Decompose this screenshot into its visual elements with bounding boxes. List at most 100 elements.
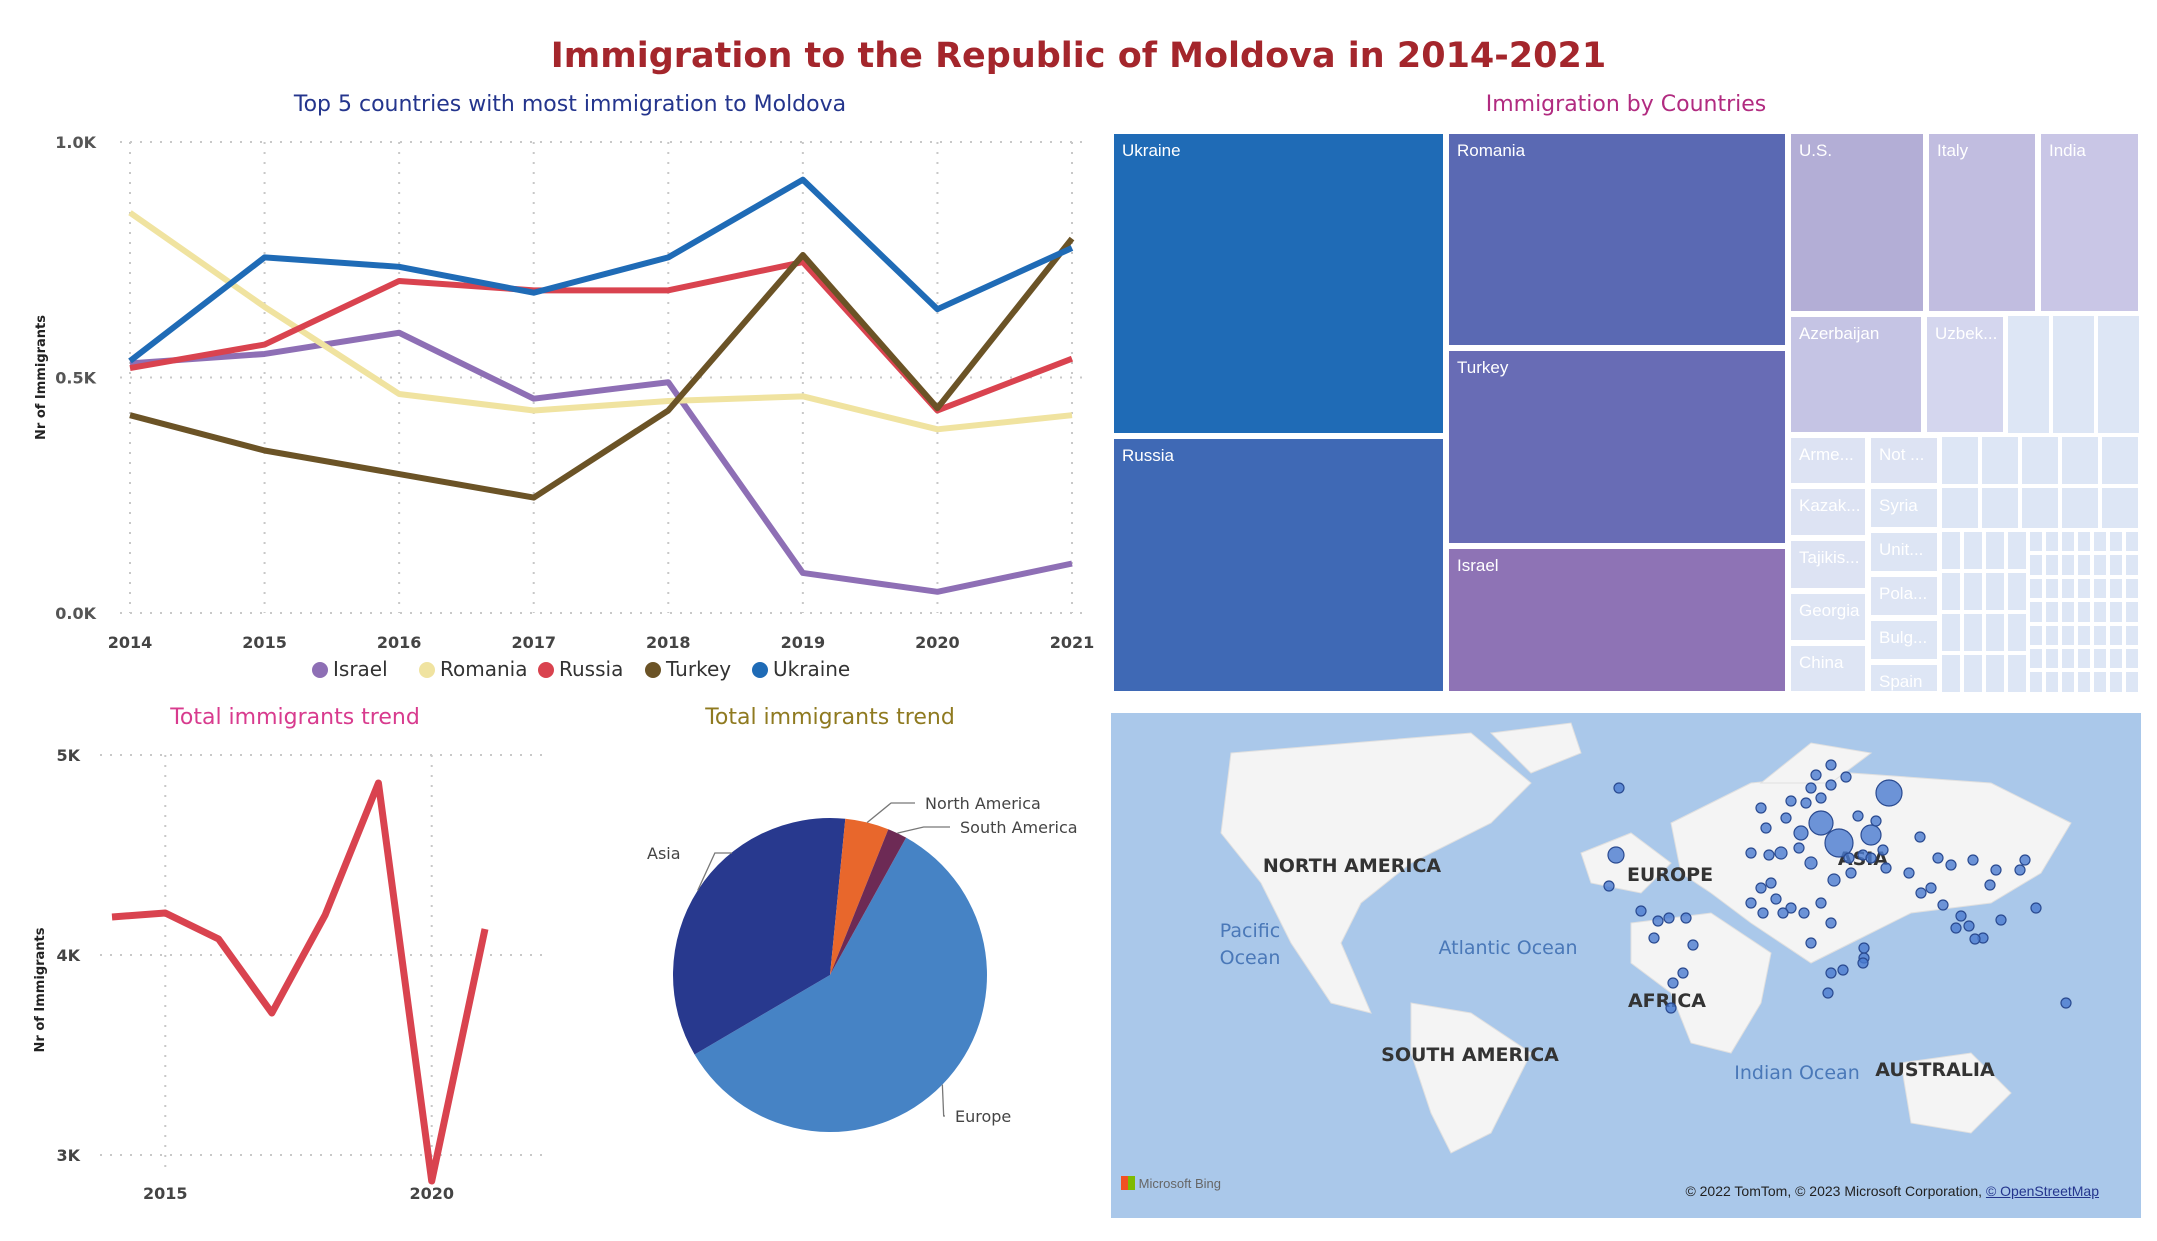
treemap-small-tile[interactable] [2028,670,2044,694]
treemap-small-tile[interactable] [2044,647,2060,671]
treemap-small-tile[interactable] [2020,486,2060,530]
treemap-tile[interactable]: China [1788,643,1868,694]
treemap-small-tile[interactable] [2076,530,2092,554]
treemap-small-tile[interactable] [2006,653,2028,694]
treemap-small-tile[interactable] [2044,600,2060,624]
treemap-small-tile[interactable] [1984,571,2006,612]
treemap-small-tile[interactable] [2076,670,2092,694]
treemap-small-tile[interactable] [2060,435,2100,486]
treemap-small-tile[interactable] [2076,623,2092,647]
treemap-small-tile[interactable] [2076,600,2092,624]
treemap-small-tile[interactable] [1962,571,1984,612]
treemap-small-tile[interactable] [2051,314,2096,435]
treemap-tile[interactable]: Bulg... [1868,618,1940,662]
treemap-small-tile[interactable] [2108,647,2124,671]
treemap-small-tile[interactable] [2108,576,2124,601]
treemap-tile[interactable]: Uzbek... [1924,314,2006,435]
treemap-tile[interactable]: Georgia [1788,591,1868,643]
treemap-small-tile[interactable] [2060,647,2076,671]
treemap-small-tile[interactable] [2060,670,2076,694]
treemap-small-tile[interactable] [2124,647,2140,671]
treemap-small-tile[interactable] [2020,435,2060,486]
treemap-small-tile[interactable] [2044,576,2060,601]
treemap-small-tile[interactable] [1980,486,2020,530]
treemap-small-tile[interactable] [2028,553,2044,577]
treemap-small-tile[interactable] [2124,530,2140,554]
treemap-small-tile[interactable] [1940,653,1962,694]
treemap-small-tile[interactable] [1984,612,2006,653]
treemap-small-tile[interactable] [2028,600,2044,624]
treemap-small-tile[interactable] [2060,553,2076,577]
treemap-small-tile[interactable] [2108,530,2124,554]
treemap-small-tile[interactable] [2060,530,2076,554]
treemap-small-tile[interactable] [2028,530,2044,554]
treemap-small-tile[interactable] [2108,600,2124,624]
treemap-small-tile[interactable] [1940,486,1980,530]
treemap-small-tile[interactable] [2060,486,2100,530]
treemap-tile[interactable]: Turkey [1446,348,1788,546]
treemap-small-tile[interactable] [2006,530,2028,571]
treemap-tile[interactable]: Not ... [1868,435,1940,486]
treemap-tile[interactable]: Romania [1446,131,1788,348]
treemap-small-tile[interactable] [1940,571,1962,612]
treemap-small-tile[interactable] [2092,670,2108,694]
treemap-tile[interactable]: Pola... [1868,574,1940,618]
treemap-small-tile[interactable] [2044,670,2060,694]
treemap-small-tile[interactable] [1940,612,1962,653]
treemap-small-tile[interactable] [2092,576,2108,601]
treemap-tile[interactable]: Arme... [1788,435,1868,486]
treemap-small-tile[interactable] [1962,530,1984,571]
treemap-small-tile[interactable] [2044,530,2060,554]
treemap-small-tile[interactable] [2060,576,2076,601]
treemap-tile[interactable]: Italy [1926,131,2038,314]
treemap-small-tile[interactable] [2006,314,2051,435]
treemap-small-tile[interactable] [2028,576,2044,601]
treemap-tile[interactable]: Israel [1446,546,1788,694]
treemap-small-tile[interactable] [2006,612,2028,653]
treemap-small-tile[interactable] [2076,576,2092,601]
treemap-tile[interactable]: India [2038,131,2141,314]
treemap-small-tile[interactable] [2044,553,2060,577]
treemap-small-tile[interactable] [2092,530,2108,554]
treemap-tile[interactable]: U.S. [1788,131,1926,314]
immigration-map[interactable]: NORTH AMERICAEUROPEASIAAFRICASOUTH AMERI… [1111,713,2141,1218]
treemap-small-tile[interactable] [2060,623,2076,647]
treemap-small-tile[interactable] [1984,530,2006,571]
treemap-small-tile[interactable] [2108,623,2124,647]
treemap-small-tile[interactable] [2060,600,2076,624]
treemap-small-tile[interactable] [1962,653,1984,694]
treemap-small-tile[interactable] [2096,314,2141,435]
treemap-small-tile[interactable] [2092,553,2108,577]
treemap-tile[interactable]: Ukraine [1111,131,1446,436]
treemap-small-tile[interactable] [2124,600,2140,624]
treemap-small-tile[interactable] [2124,553,2140,577]
treemap-small-tile[interactable] [2076,553,2092,577]
treemap-small-tile[interactable] [2100,435,2140,486]
treemap-small-tile[interactable] [2044,623,2060,647]
treemap-small-tile[interactable] [2092,647,2108,671]
treemap-tile[interactable]: Syria [1868,486,1940,530]
treemap-small-tile[interactable] [2028,623,2044,647]
treemap-tile[interactable]: Kazak... [1788,486,1868,538]
treemap-small-tile[interactable] [2108,670,2124,694]
treemap-small-tile[interactable] [1940,435,1980,486]
treemap-small-tile[interactable] [2124,576,2140,601]
osm-link[interactable]: © OpenStreetMap [1985,1183,2099,1199]
treemap-tile[interactable]: Russia [1111,436,1446,694]
treemap-small-tile[interactable] [2124,623,2140,647]
treemap-small-tile[interactable] [1984,653,2006,694]
treemap-small-tile[interactable] [1940,530,1962,571]
treemap-small-tile[interactable] [2092,623,2108,647]
treemap-small-tile[interactable] [2006,571,2028,612]
treemap-tile[interactable]: Spain [1868,662,1940,694]
treemap-small-tile[interactable] [2124,670,2140,694]
treemap-tile[interactable]: Azerbaijan [1788,314,1924,435]
treemap-small-tile[interactable] [2076,647,2092,671]
treemap-small-tile[interactable] [2028,647,2044,671]
treemap-small-tile[interactable] [2108,553,2124,577]
treemap-tile[interactable]: Unit... [1868,530,1940,574]
treemap-small-tile[interactable] [2100,486,2140,530]
treemap-small-tile[interactable] [1980,435,2020,486]
treemap-small-tile[interactable] [1962,612,1984,653]
treemap-small-tile[interactable] [2092,600,2108,624]
